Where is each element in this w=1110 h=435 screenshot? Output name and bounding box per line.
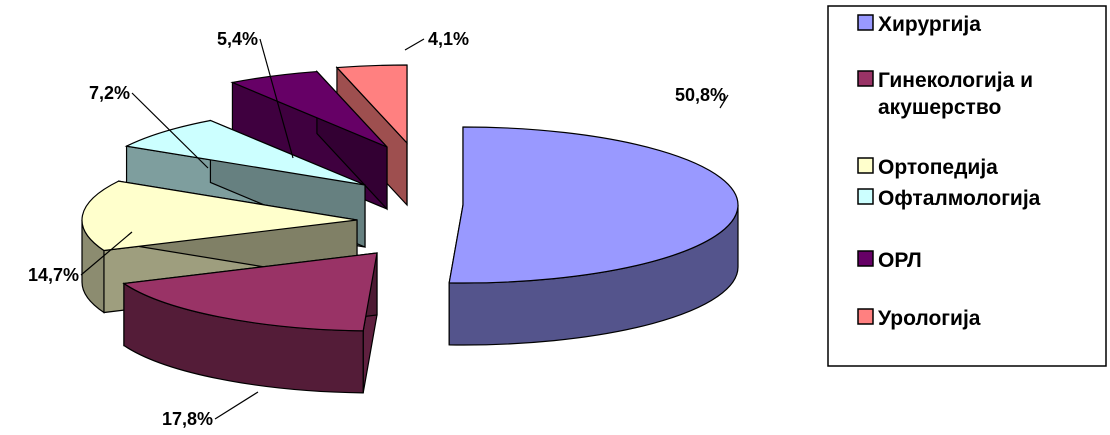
legend-swatch — [857, 250, 874, 267]
legend-entry: Ортопедија — [857, 156, 998, 179]
legend-entry: ОРЛ — [857, 249, 922, 272]
legend-entry: Урологија — [857, 307, 981, 330]
legend-label: ОРЛ — [878, 249, 922, 272]
slice-орл — [230, 70, 388, 211]
slice-гинекологија-и-акушерство — [122, 252, 378, 394]
leader-line — [719, 94, 729, 109]
legend-swatch — [857, 14, 874, 31]
data-label-офталмологија: 7,2% — [89, 83, 130, 103]
slice-top-face — [448, 126, 739, 284]
legend-entry: Гинекологија и акушерство — [857, 69, 1033, 119]
slice-top-face — [81, 180, 358, 252]
legend-swatch — [857, 70, 874, 87]
leader-line — [214, 391, 259, 420]
pie-slices — [81, 64, 739, 394]
slice-top-face — [335, 64, 408, 145]
data-label-урологија: 4,1% — [428, 29, 469, 49]
legend-swatch — [857, 308, 874, 325]
legend-label: Гинекологија и — [878, 69, 1033, 92]
data-label-хирургија: 50,8% — [675, 85, 726, 105]
slice-хирургија — [448, 126, 739, 346]
leader-line — [80, 231, 133, 276]
legend-label: акушерство — [878, 96, 1001, 119]
slice-top-face — [230, 70, 388, 148]
legend-swatch — [857, 188, 874, 205]
legend-entry: Хирургија — [857, 13, 981, 36]
legend-label: Урологија — [878, 307, 981, 330]
legend-box — [827, 5, 1107, 367]
leader-line — [259, 38, 294, 159]
legend-entry: Офталмологија — [857, 187, 1041, 210]
legend: Хирургија Гинекологија и акушерство Ортопед… — [827, 5, 1107, 367]
leader-line — [131, 92, 209, 169]
data-label-ортопедија: 14,7% — [28, 265, 79, 285]
legend-swatch — [857, 157, 874, 174]
legend-label: Хирургија — [878, 13, 981, 36]
data-labels: 50,8% 17,8% 14,7% 7,2% 5,4% 4,1% — [28, 29, 729, 429]
data-label-гинекологија-и-акушерство: 17,8% — [162, 409, 213, 429]
data-label-орл: 5,4% — [217, 29, 258, 49]
legend-label: Ортопедија — [878, 156, 998, 179]
slice-top-face — [124, 119, 366, 186]
slice-top-face — [122, 252, 378, 332]
leader-line — [404, 38, 425, 51]
legend-label: Офталмологија — [878, 187, 1041, 210]
